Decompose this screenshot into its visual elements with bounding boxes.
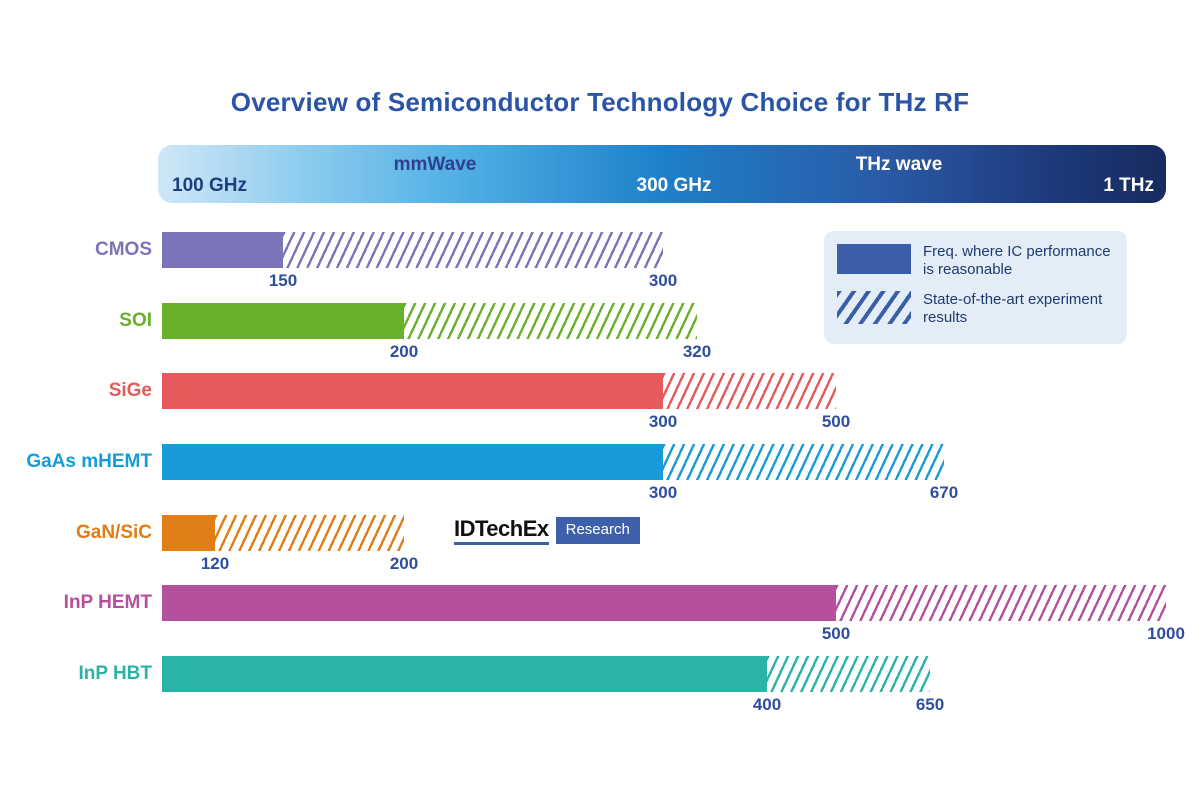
spectrum-label-100ghz: 100 GHz — [172, 175, 247, 196]
bar-value-label: 500 — [821, 412, 851, 431]
legend-solid-swatch — [837, 244, 911, 274]
idtechex-logo: IDTechEx Research — [454, 517, 640, 545]
bar-value-label: 400 — [752, 695, 782, 714]
row-label-inp-hbt: InP HBT — [78, 663, 152, 684]
bar-value-label: 1000 — [1147, 624, 1185, 643]
idtechex-logo-brand: IDTechEx — [454, 517, 549, 545]
legend-item-label: Freq. where IC performance is reasonable — [923, 243, 1111, 278]
spectrum-label-1thz: 1 THz — [1103, 175, 1154, 196]
bar-solid-segment — [162, 656, 767, 692]
spectrum-label-mmwave: mmWave — [393, 154, 477, 175]
spectrum-label-300ghz: 300 GHz — [636, 175, 712, 196]
bar-hatched-segment — [283, 232, 663, 268]
row-label-gaas-mhemt: GaAs mHEMT — [26, 451, 152, 472]
idtechex-logo-research-badge: Research — [555, 517, 640, 544]
legend-box: Freq. where IC performance is reasonable… — [824, 231, 1127, 344]
bar-value-label: 670 — [929, 483, 959, 502]
row-label-gan-sic: GaN/SiC — [75, 522, 152, 543]
row-label-inp-hemt: InP HEMT — [63, 592, 152, 613]
bar-solid-segment — [162, 232, 283, 268]
bar-solid-segment — [162, 303, 404, 339]
bar-value-label: 500 — [821, 624, 851, 643]
row-label-cmos: CMOS — [95, 239, 152, 260]
row-label-sige: SiGe — [108, 380, 152, 401]
bar-value-label: 200 — [389, 342, 419, 361]
bar-value-label: 150 — [268, 271, 298, 290]
frequency-spectrum-bar: 100 GHz mmWave 300 GHz THz wave 1 THz — [158, 145, 1166, 203]
bar-hatched-segment — [663, 373, 836, 409]
bar-value-label: 200 — [389, 554, 419, 573]
bar-value-label: 120 — [200, 554, 230, 573]
bar-hatched-segment — [215, 515, 404, 551]
bar-solid-segment — [162, 515, 215, 551]
bar-hatched-segment — [836, 585, 1166, 621]
bar-hatched-segment — [663, 444, 944, 480]
page-title: Overview of Semiconductor Technology Cho… — [230, 87, 970, 117]
bar-value-label: 300 — [648, 483, 678, 502]
legend-hatch-swatch — [837, 291, 911, 324]
legend-item-label: State-of-the-art experiment results — [923, 291, 1103, 326]
spectrum-label-thzwave: THz wave — [855, 154, 943, 175]
bar-solid-segment — [162, 444, 663, 480]
bar-hatched-segment — [404, 303, 697, 339]
bar-solid-segment — [162, 585, 836, 621]
bar-hatched-segment — [767, 656, 930, 692]
bar-value-label: 300 — [648, 271, 678, 290]
bar-value-label: 320 — [682, 342, 712, 361]
bar-value-label: 300 — [648, 412, 678, 431]
bar-value-label: 650 — [915, 695, 945, 714]
row-label-soi: SOI — [119, 310, 152, 331]
bar-solid-segment — [162, 373, 663, 409]
